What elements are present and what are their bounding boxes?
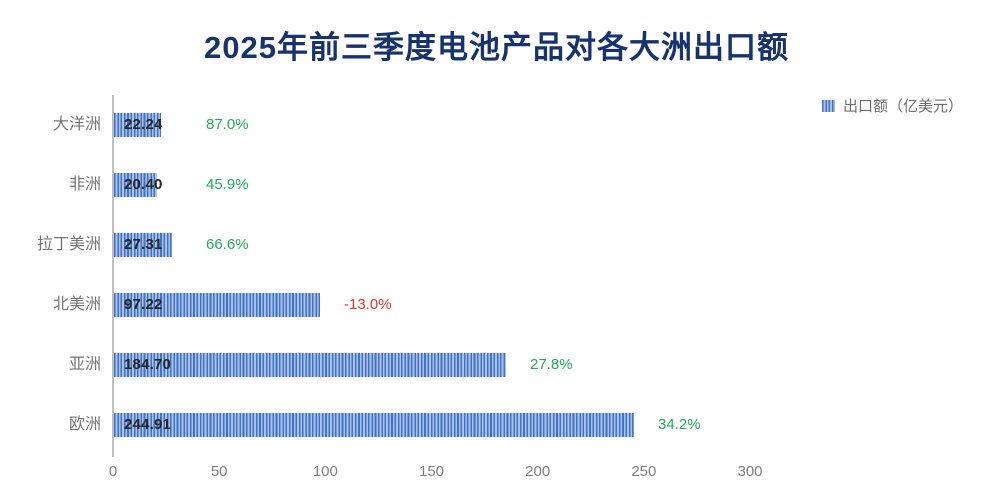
value-label: 244.91 (124, 416, 172, 433)
x-tick-label: 250 (631, 463, 657, 480)
bar-非洲 (114, 173, 157, 197)
legend-swatch-icon (821, 99, 835, 112)
category-label: 大洋洲 (52, 116, 101, 133)
y-axis-line (112, 95, 114, 457)
category-label: 亚洲 (68, 356, 101, 373)
value-label: 20.40 (124, 176, 163, 193)
growth-label: 27.8% (530, 356, 573, 373)
growth-label: 66.6% (206, 236, 249, 253)
x-tick-label: 200 (525, 463, 551, 480)
bar-亚洲 (114, 353, 506, 377)
category-label: 欧洲 (68, 416, 101, 433)
growth-label: 34.2% (658, 416, 701, 433)
growth-label: 87.0% (206, 116, 249, 133)
value-label: 22.24 (124, 116, 163, 133)
category-label: 北美洲 (52, 296, 101, 313)
bar-拉丁美洲 (114, 233, 172, 257)
growth-label: -13.0% (344, 296, 392, 313)
bar-北美洲 (114, 293, 320, 317)
value-label: 27.31 (124, 236, 163, 253)
x-tick-label: 50 (210, 463, 228, 480)
x-tick-label: 0 (108, 463, 118, 480)
category-label: 非洲 (68, 176, 101, 193)
bar-欧洲 (114, 413, 634, 437)
x-tick-label: 100 (312, 463, 338, 480)
legend-label: 出口额（亿美元） (842, 98, 963, 115)
x-tick-label: 300 (737, 463, 763, 480)
legend: 出口额（亿美元） (821, 95, 963, 116)
chart-title: 2025年前三季度电池产品对各大洲出口额 (204, 30, 789, 65)
value-label: 97.22 (124, 296, 163, 313)
bar-大洋洲 (114, 113, 161, 137)
growth-label: 45.9% (206, 176, 249, 193)
category-label: 拉丁美洲 (36, 236, 101, 253)
x-tick-label: 150 (418, 463, 445, 480)
value-label: 184.70 (124, 356, 172, 373)
